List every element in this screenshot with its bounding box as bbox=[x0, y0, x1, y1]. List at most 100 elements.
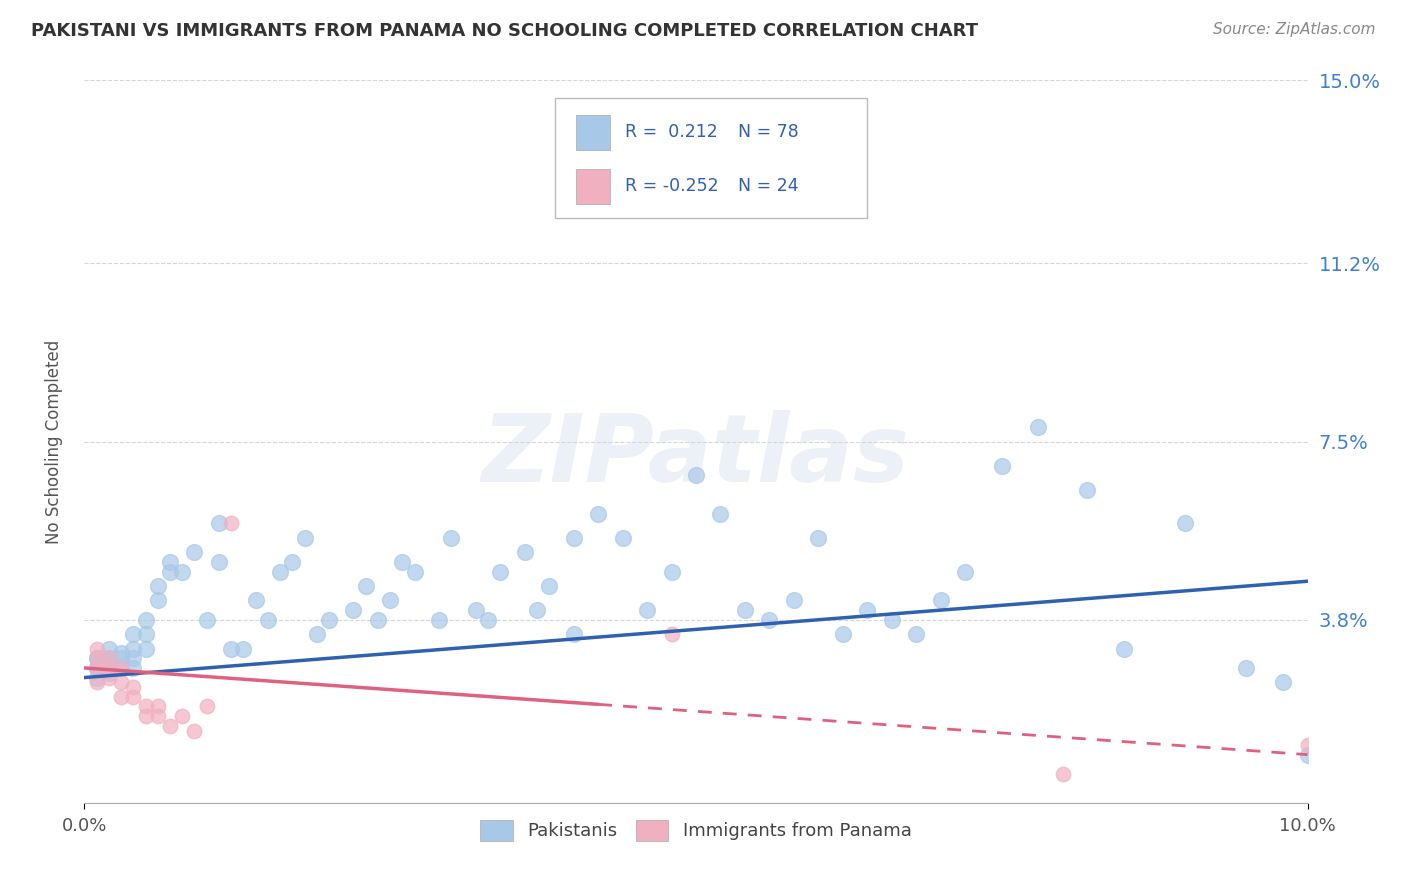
Point bbox=[122, 690, 145, 704]
Point bbox=[526, 603, 548, 617]
Point bbox=[269, 565, 291, 579]
Point bbox=[538, 579, 561, 593]
Point bbox=[1028, 420, 1050, 434]
Point bbox=[135, 699, 157, 714]
Point bbox=[195, 613, 218, 627]
Point bbox=[195, 699, 218, 714]
Point bbox=[586, 507, 609, 521]
Point bbox=[97, 665, 120, 680]
Point bbox=[1296, 738, 1319, 752]
Point bbox=[110, 661, 132, 675]
Point bbox=[734, 603, 756, 617]
Point bbox=[953, 565, 976, 579]
Point bbox=[245, 593, 267, 607]
Point bbox=[135, 613, 157, 627]
Point bbox=[97, 641, 120, 656]
Point bbox=[146, 709, 169, 723]
Point bbox=[159, 565, 181, 579]
Point bbox=[122, 651, 145, 665]
Point bbox=[86, 661, 108, 675]
Point bbox=[477, 613, 499, 627]
Point bbox=[232, 641, 254, 656]
Point bbox=[1076, 483, 1098, 497]
Point bbox=[146, 699, 169, 714]
Point bbox=[1114, 641, 1136, 656]
Point bbox=[97, 661, 120, 675]
Point bbox=[294, 531, 316, 545]
Point bbox=[97, 671, 120, 685]
Point bbox=[159, 719, 181, 733]
Legend: Pakistanis, Immigrants from Panama: Pakistanis, Immigrants from Panama bbox=[474, 813, 918, 848]
Point bbox=[172, 709, 194, 723]
Point bbox=[831, 627, 853, 641]
Point bbox=[685, 468, 707, 483]
Point bbox=[661, 627, 683, 641]
Point bbox=[110, 675, 132, 690]
Point bbox=[122, 680, 145, 694]
Point bbox=[1296, 747, 1319, 762]
Point bbox=[380, 593, 402, 607]
Point bbox=[929, 593, 952, 607]
Point bbox=[86, 661, 108, 675]
Point bbox=[110, 647, 132, 661]
Point bbox=[208, 516, 231, 531]
Point bbox=[661, 565, 683, 579]
Point bbox=[183, 723, 205, 738]
Point bbox=[135, 709, 157, 723]
Text: PAKISTANI VS IMMIGRANTS FROM PANAMA NO SCHOOLING COMPLETED CORRELATION CHART: PAKISTANI VS IMMIGRANTS FROM PANAMA NO S… bbox=[31, 22, 979, 40]
Point bbox=[404, 565, 426, 579]
Point bbox=[1174, 516, 1197, 531]
Point bbox=[612, 531, 634, 545]
Point bbox=[905, 627, 928, 641]
Point bbox=[464, 603, 486, 617]
Point bbox=[1272, 675, 1295, 690]
Point bbox=[86, 661, 108, 675]
Point bbox=[86, 641, 108, 656]
Point bbox=[562, 531, 585, 545]
Text: ZIPatlas: ZIPatlas bbox=[482, 410, 910, 502]
Point bbox=[86, 651, 108, 665]
Point bbox=[159, 555, 181, 569]
Point bbox=[86, 651, 108, 665]
Point bbox=[562, 627, 585, 641]
Point bbox=[110, 661, 132, 675]
Text: R = -0.252: R = -0.252 bbox=[626, 178, 718, 195]
Text: N = 24: N = 24 bbox=[738, 178, 799, 195]
Point bbox=[97, 656, 120, 670]
Y-axis label: No Schooling Completed: No Schooling Completed bbox=[45, 340, 63, 543]
Point bbox=[1052, 767, 1074, 781]
Point bbox=[991, 458, 1014, 473]
Point bbox=[807, 531, 830, 545]
Point bbox=[97, 651, 120, 665]
FancyBboxPatch shape bbox=[555, 98, 868, 218]
Point bbox=[86, 671, 108, 685]
Point bbox=[636, 603, 658, 617]
Point bbox=[257, 613, 280, 627]
Point bbox=[709, 507, 731, 521]
Point bbox=[305, 627, 328, 641]
Point bbox=[856, 603, 879, 617]
Point bbox=[86, 675, 108, 690]
Point bbox=[489, 565, 512, 579]
Bar bbox=[576, 115, 610, 150]
Point bbox=[97, 661, 120, 675]
Point bbox=[183, 545, 205, 559]
Point bbox=[391, 555, 413, 569]
Point bbox=[146, 593, 169, 607]
Point bbox=[219, 641, 242, 656]
Point bbox=[281, 555, 304, 569]
Bar bbox=[576, 169, 610, 204]
Point bbox=[354, 579, 377, 593]
Point bbox=[97, 651, 120, 665]
Point bbox=[110, 690, 132, 704]
Point bbox=[172, 565, 194, 579]
Point bbox=[122, 641, 145, 656]
Point bbox=[135, 641, 157, 656]
Text: N = 78: N = 78 bbox=[738, 123, 799, 141]
Point bbox=[427, 613, 450, 627]
Point bbox=[783, 593, 806, 607]
Point bbox=[367, 613, 389, 627]
Point bbox=[758, 613, 780, 627]
Point bbox=[318, 613, 340, 627]
Point bbox=[219, 516, 242, 531]
